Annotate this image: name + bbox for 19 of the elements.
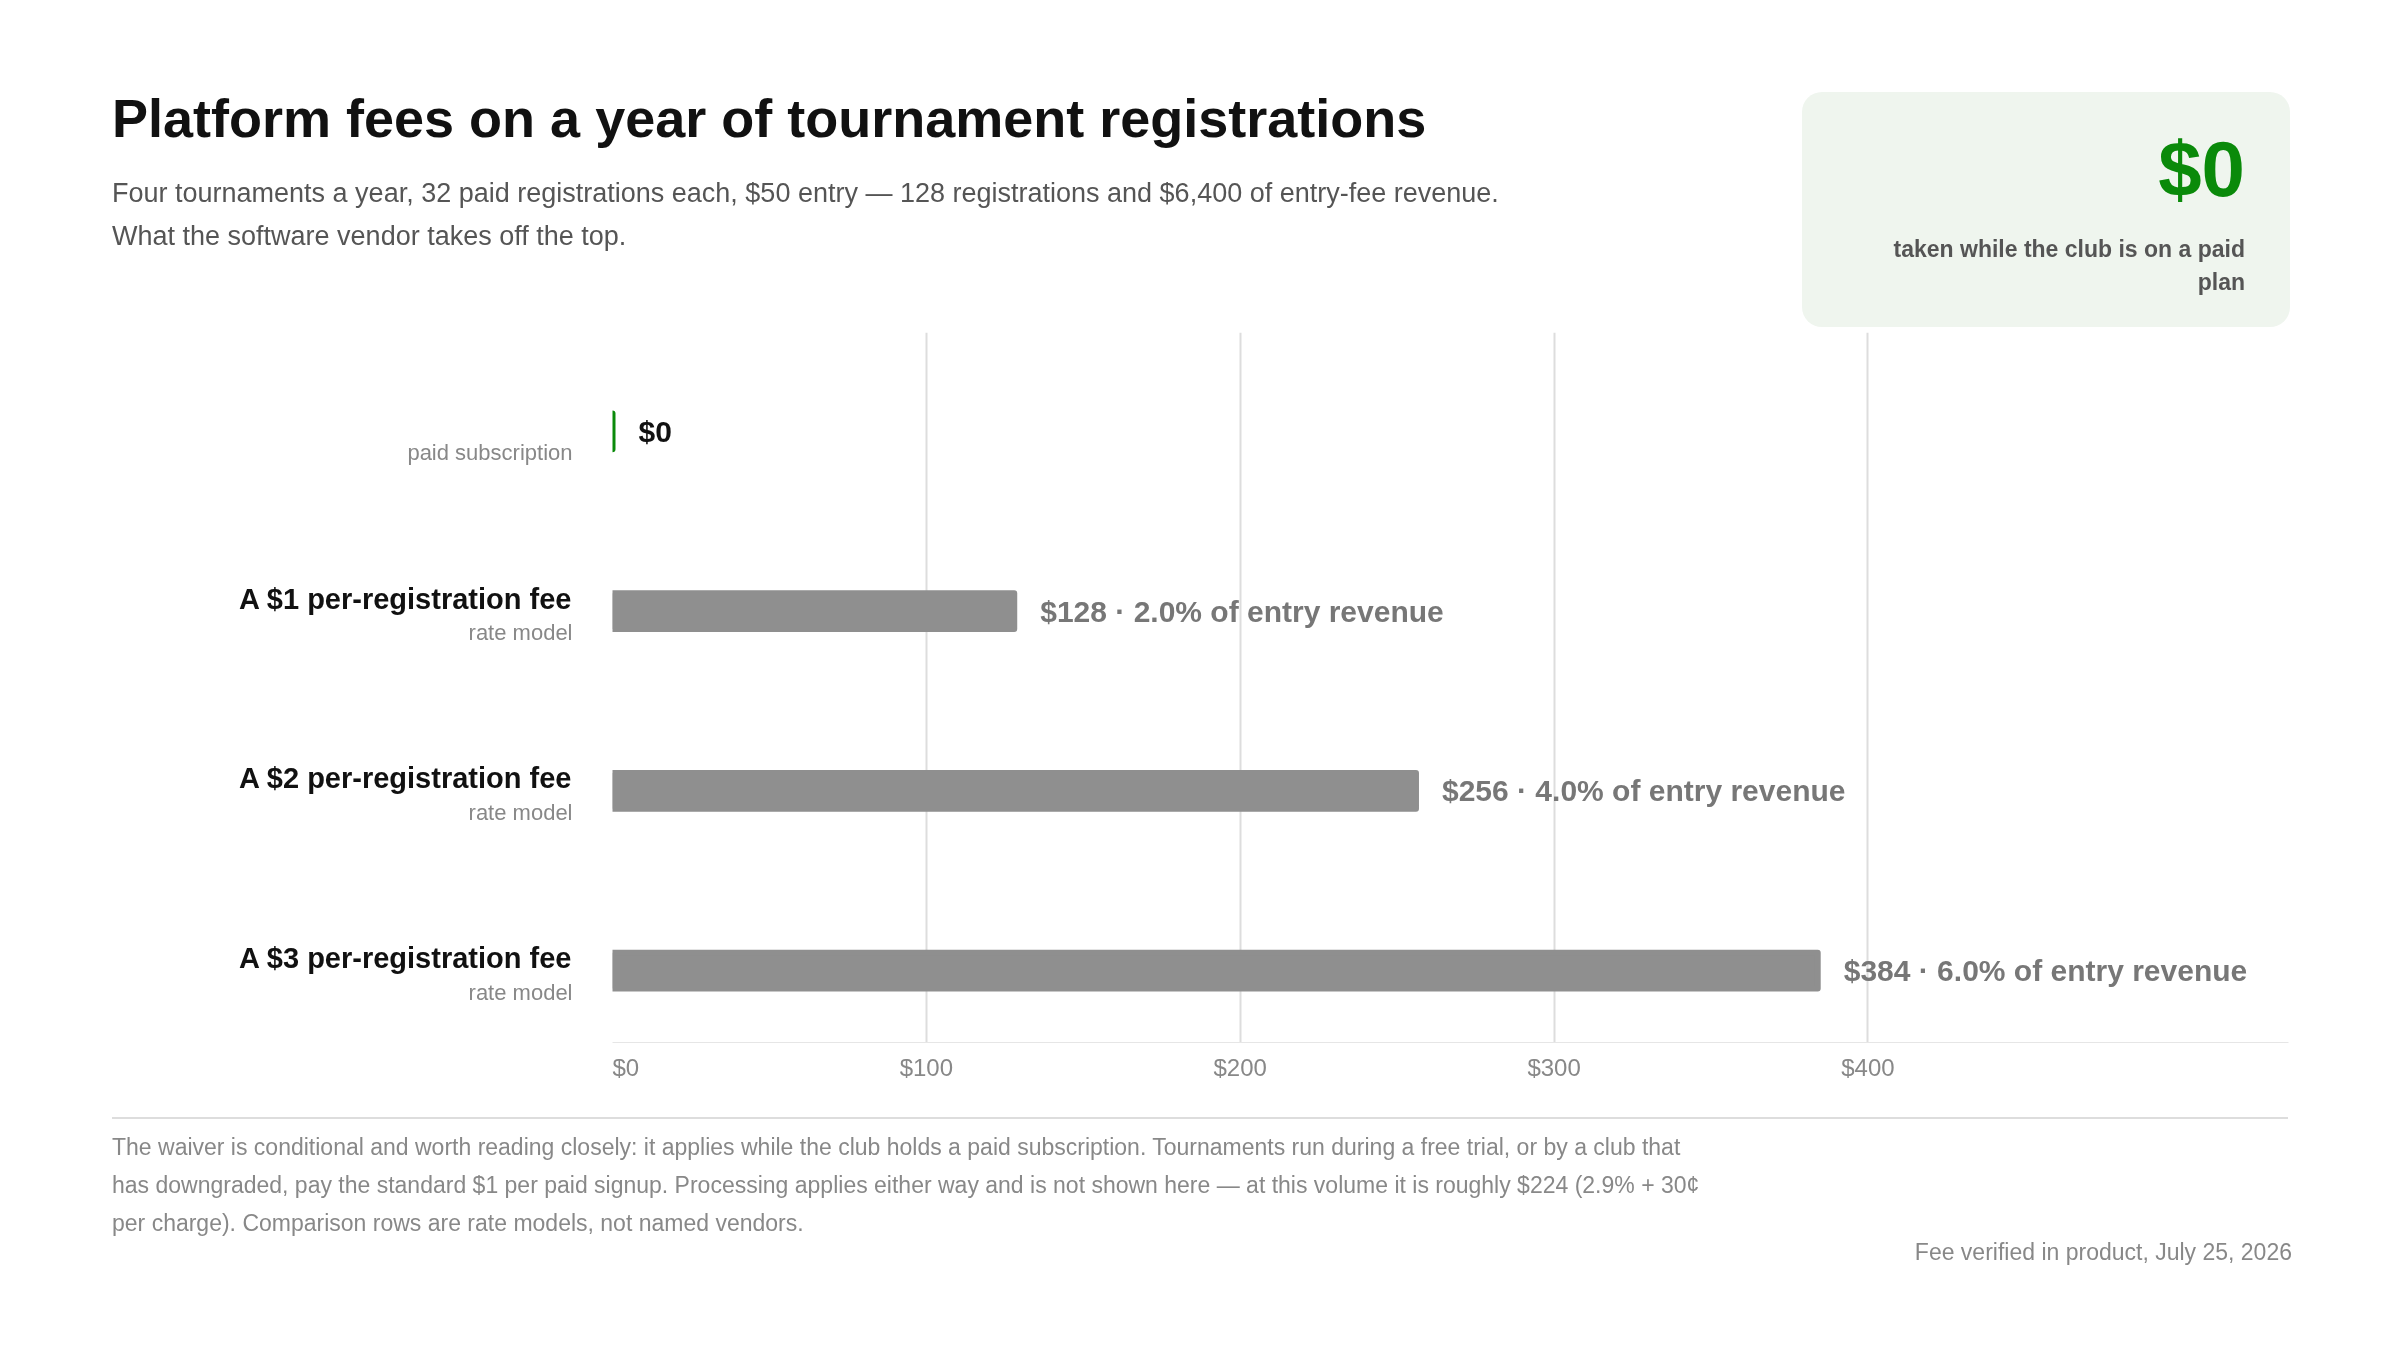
y-tick-label: A $3 per-registration fee rate model xyxy=(238,942,573,1005)
data-label: $0 xyxy=(638,414,672,448)
data-label: $256 · 4.0% of entry revenue xyxy=(1441,774,1846,808)
text: taken while the club is on a paid plan xyxy=(1892,235,2245,298)
y-tick-label: paid subscription xyxy=(407,440,573,466)
data-label: $128 · 2.0% of entry revenue xyxy=(1040,594,1444,628)
text: The waiver is conditional and worth reading closely: it applies while the club holds a paid subscription. Tournaments run during a free trial, or by a club that has downgraded, pay the standard $1 per paid signup. Processing applies either way and is not shown here — at this volume it is roughly $224 (2.9% + 30¢ per charge). Comparison rows are rate models, not named vendors. xyxy=(112,1133,1701,1238)
x-tick-label: $400 xyxy=(1841,1053,1895,1081)
chart-subtitle: Four tournaments a year, 32 paid registrations each, $50 entry — 128 registrations and $6,400 of entry-fee revenue. What the software vendor takes off the top. xyxy=(112,177,1499,254)
y-tick-label: A $2 per-registration fee rate model xyxy=(238,762,573,826)
x-tick-label: $300 xyxy=(1527,1053,1581,1081)
x-tick-label: $0 xyxy=(612,1053,640,1081)
text: Fee verified in product, July 25, 2026 xyxy=(1914,1238,2292,1268)
chart-title: Platform fees on a year of tournament registrations xyxy=(112,87,1427,150)
x-tick-label: $100 xyxy=(899,1053,954,1081)
text: $0 xyxy=(2157,124,2245,215)
data-label: $384 · 6.0% of entry revenue xyxy=(1843,954,2248,988)
x-tick-label: $200 xyxy=(1213,1053,1267,1081)
y-tick-label: A $1 per-registration fee rate model xyxy=(238,582,573,646)
